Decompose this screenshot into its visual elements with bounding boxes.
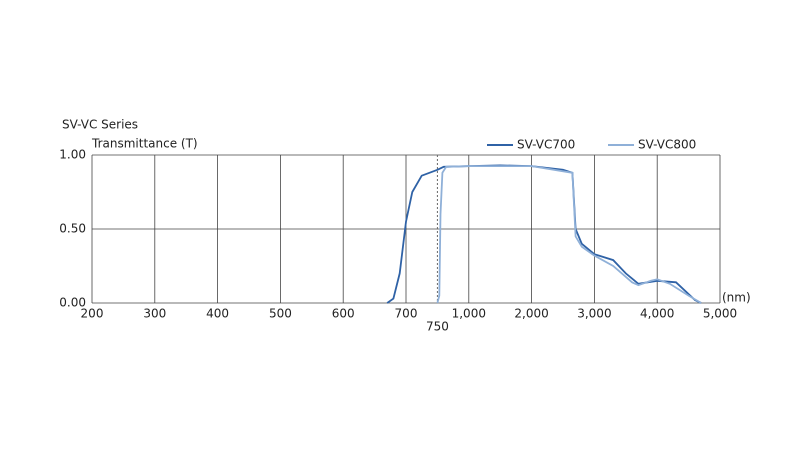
x-tick-label: 300 bbox=[143, 307, 166, 321]
x-tick-label: 1,000 bbox=[452, 307, 486, 321]
x-axis-label: (nm) bbox=[722, 291, 751, 305]
x-tick-label: 5,000 bbox=[703, 307, 737, 321]
x-tick-label: 700 bbox=[395, 307, 418, 321]
y-axis-label: Transmittance (T) bbox=[91, 137, 198, 151]
series-line bbox=[386, 164, 702, 304]
chart-title: SV-VC Series bbox=[62, 118, 138, 132]
x-tick-label: 3,000 bbox=[577, 307, 611, 321]
y-tick-label: 0.50 bbox=[59, 222, 86, 236]
y-tick-label: 0.00 bbox=[59, 296, 86, 310]
x-tick-label: 600 bbox=[332, 307, 355, 321]
x-tick-label: 2,000 bbox=[514, 307, 548, 321]
marker-label: 750 bbox=[426, 320, 449, 334]
x-tick-label: 500 bbox=[269, 307, 292, 321]
y-tick-label: 1.00 bbox=[59, 148, 86, 162]
x-tick-label: 400 bbox=[206, 307, 229, 321]
series-line bbox=[436, 165, 702, 304]
x-tick-label: 200 bbox=[81, 307, 104, 321]
legend-label: SV-VC700 bbox=[517, 138, 575, 152]
legend-label: SV-VC800 bbox=[638, 138, 696, 152]
x-tick-label: 4,000 bbox=[640, 307, 674, 321]
